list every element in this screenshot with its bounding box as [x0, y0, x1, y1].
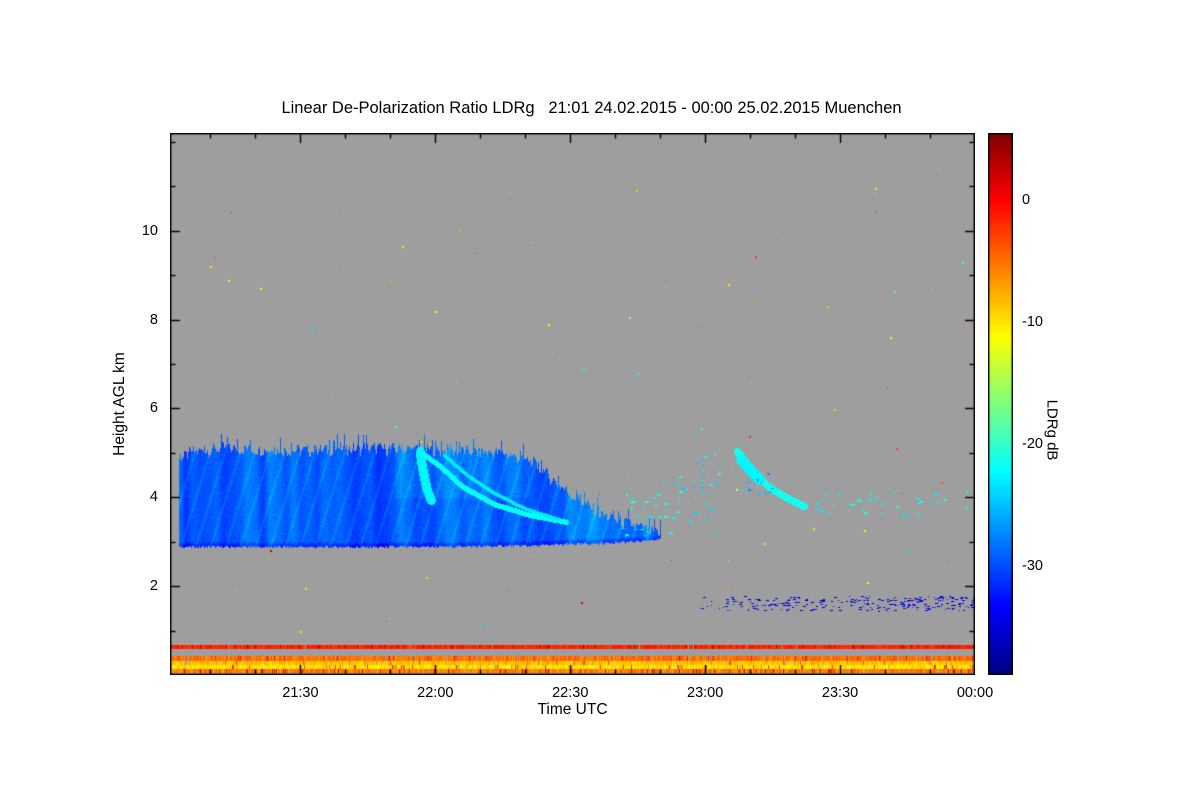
colorbar-tick-label: -10 [1022, 314, 1043, 331]
x-tick-label: 00:00 [956, 685, 994, 701]
x-tick-label: 22:00 [417, 685, 454, 701]
x-tick-label: 21:30 [282, 685, 319, 701]
colorbar-tick-label: -20 [1022, 436, 1043, 453]
y-tick-label: 6 [149, 400, 158, 417]
colorbar-tick-label: -30 [1022, 558, 1043, 575]
y-tick-label: 10 [141, 222, 158, 239]
y-tick-label: 2 [149, 578, 158, 595]
x-axis-label: Time UTC [537, 701, 608, 718]
x-tick-label: 22:30 [552, 685, 589, 701]
y-tick-label: 4 [149, 489, 158, 506]
colorbar [988, 133, 1013, 675]
colorbar-tick-label: 0 [1022, 192, 1031, 209]
chart-title: Linear De-Polarization Ratio LDRg 21:01 … [281, 99, 902, 117]
y-tick-label: 8 [149, 311, 158, 328]
heatmap-plot-area [170, 133, 975, 675]
x-tick-label: 23:00 [687, 685, 724, 701]
x-tick-label: 23:30 [821, 685, 859, 701]
